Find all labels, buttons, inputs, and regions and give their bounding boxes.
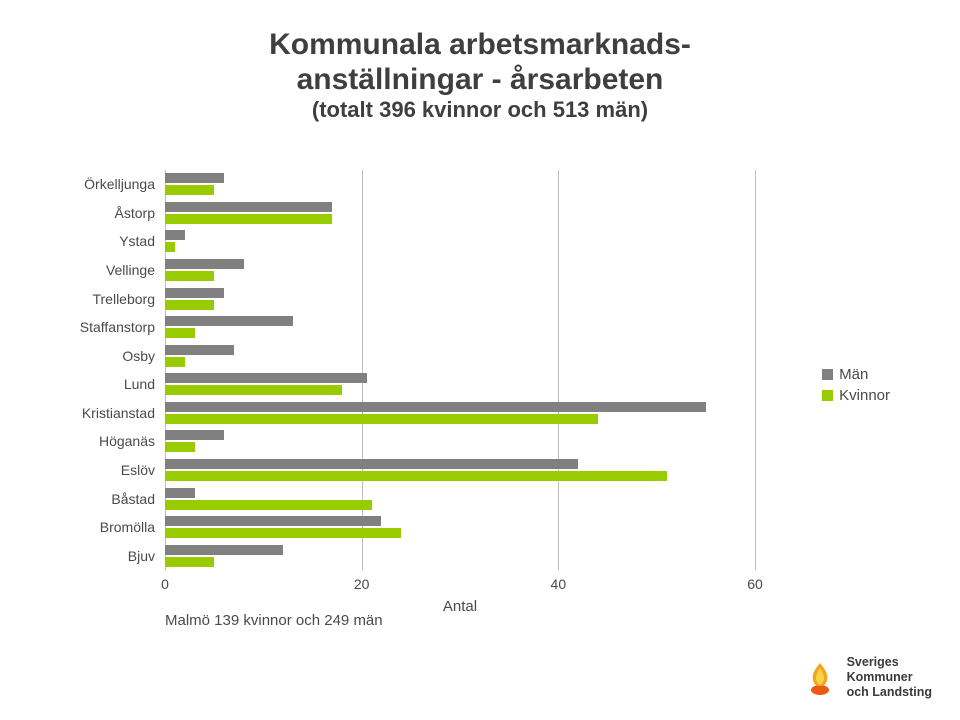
x-axis-title: Antal [443,598,477,615]
chart-title-block: Kommunala arbetsmarknads- anställningar … [0,0,960,122]
category-label: Trelleborg [40,291,155,307]
legend-item: Män [822,366,890,383]
legend-item: Kvinnor [822,387,890,404]
plot-area: Antal 0204060 [165,170,755,600]
bar-män [165,316,293,326]
gridline [558,170,559,570]
legend-swatch [822,369,833,380]
bar-kvinnor [165,300,214,310]
bar-män [165,402,706,412]
legend-swatch [822,390,833,401]
bar-kvinnor [165,328,195,338]
category-label: Eslöv [40,462,155,478]
bar-män [165,288,224,298]
bar-män [165,173,224,183]
bar-män [165,259,244,269]
skl-logo: Sveriges Kommuner och Landsting [801,655,932,700]
bar-män [165,202,332,212]
category-label: Ystad [40,233,155,249]
category-label: Båstad [40,491,155,507]
category-label: Kristianstad [40,405,155,421]
bar-kvinnor [165,528,401,538]
bar-kvinnor [165,185,214,195]
logo-text-block: Sveriges Kommuner och Landsting [847,655,932,700]
logo-line-2: Kommuner [847,670,932,685]
category-label: Bromölla [40,519,155,535]
bar-män [165,516,381,526]
x-tick-label: 0 [161,576,169,592]
flame-icon [801,659,839,697]
logo-line-3: och Landsting [847,685,932,700]
title-line-2: anställningar - årsarbeten [0,63,960,98]
gridline [362,170,363,570]
category-label: Åstorp [40,205,155,221]
bar-kvinnor [165,271,214,281]
category-label: Osby [40,348,155,364]
category-label: Örkelljunga [40,176,155,192]
x-tick-label: 20 [354,576,370,592]
bar-män [165,459,578,469]
category-label: Staffanstorp [40,319,155,335]
legend: Män Kvinnor [822,362,890,408]
logo-line-1: Sveriges [847,655,932,670]
bar-kvinnor [165,500,372,510]
x-tick-label: 40 [551,576,567,592]
x-tick-label: 60 [747,576,763,592]
category-label: Vellinge [40,262,155,278]
gridline [755,170,756,570]
category-labels: Örkelljunga Åstorp Ystad Vellinge Trelleborg… [40,170,155,600]
category-label: Lund [40,376,155,392]
footnote: Malmö 139 kvinnor och 249 män [165,612,383,629]
bar-män [165,430,224,440]
bar-kvinnor [165,442,195,452]
bar-kvinnor [165,471,667,481]
bar-kvinnor [165,557,214,567]
bar-män [165,545,283,555]
category-label: Bjuv [40,548,155,564]
legend-label: Män [839,366,868,383]
bar-män [165,345,234,355]
title-line-1: Kommunala arbetsmarknads- [0,28,960,63]
bar-kvinnor [165,414,598,424]
legend-label: Kvinnor [839,387,890,404]
category-label: Höganäs [40,433,155,449]
bar-män [165,230,185,240]
bar-kvinnor [165,385,342,395]
bar-kvinnor [165,357,185,367]
bar-kvinnor [165,242,175,252]
chart-area: Örkelljunga Åstorp Ystad Vellinge Trelleborg… [40,170,900,600]
bar-män [165,488,195,498]
bar-män [165,373,367,383]
bar-kvinnor [165,214,332,224]
subtitle: (totalt 396 kvinnor och 513 män) [0,97,960,122]
